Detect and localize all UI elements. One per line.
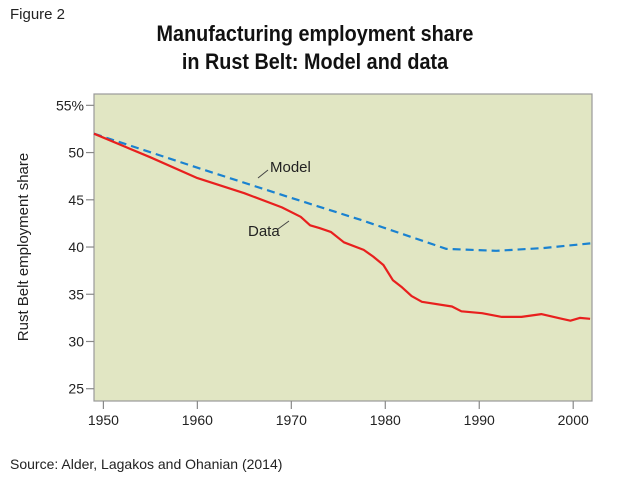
y-tick-label: 30 <box>68 333 84 349</box>
source-note: Source: Alder, Lagakos and Ohanian (2014… <box>10 456 283 472</box>
x-tick-label: 1970 <box>276 412 307 428</box>
series-line-model <box>93 132 593 252</box>
chart-title-line-2: in Rust Belt: Model and data <box>181 49 449 74</box>
figure-label: Figure 2 <box>10 6 66 23</box>
annotation-model-leader <box>257 169 269 179</box>
chart-title: Manufacturing employment share in Rust B… <box>32 20 599 76</box>
x-tick-label: 2000 <box>558 412 589 428</box>
x-tick-label: 1960 <box>182 412 213 428</box>
y-tick-label: 50 <box>68 145 84 161</box>
y-tick-label: 25 <box>68 381 84 397</box>
y-tick-label: 55% <box>56 97 84 113</box>
chart-title-line-1: Manufacturing employment share <box>156 21 474 46</box>
plot-area <box>93 93 593 402</box>
series-line-data <box>93 132 591 322</box>
annotation-data-leader <box>277 220 290 230</box>
y-tick-label: 35 <box>68 286 84 302</box>
x-tick-label: 1990 <box>464 412 495 428</box>
y-tick-label: 45 <box>68 192 84 208</box>
x-tick-label: 1950 <box>88 412 119 428</box>
y-axis-label: Rust Belt employment share <box>15 153 32 341</box>
y-tick-label: 40 <box>68 239 84 255</box>
annotation-model: Model <box>270 159 311 176</box>
annotation-data: Data <box>248 223 280 240</box>
x-tick-label: 1980 <box>370 412 401 428</box>
